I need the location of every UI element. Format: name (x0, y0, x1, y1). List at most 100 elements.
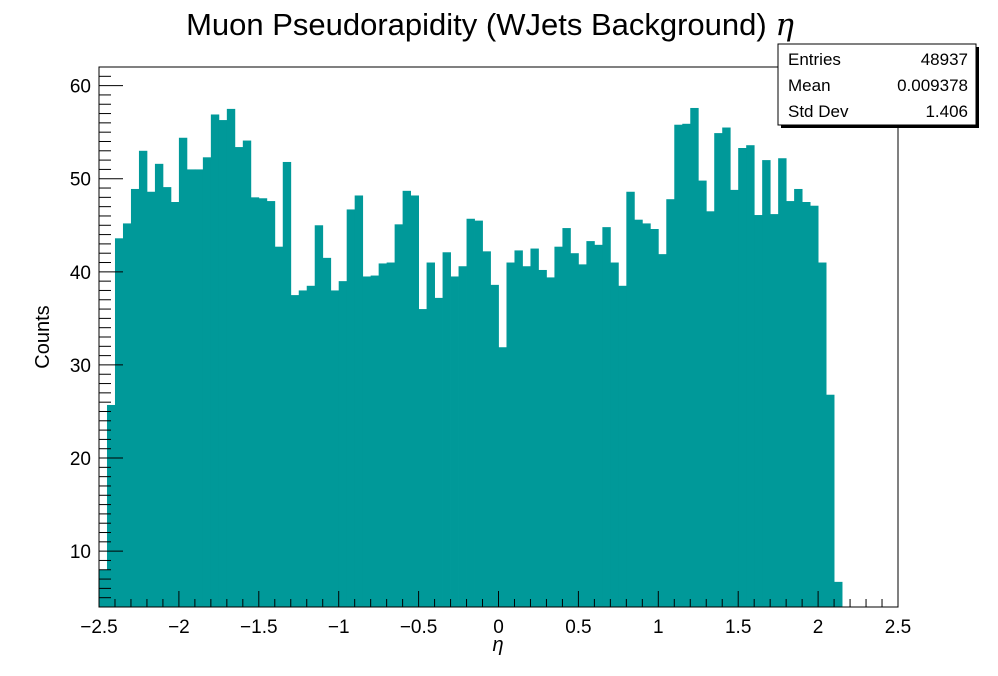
histogram-bar (770, 214, 779, 607)
histogram-bar (426, 262, 435, 607)
histogram-bar (226, 108, 236, 608)
x-tick-label: 0 (493, 617, 504, 638)
histogram-bar (346, 209, 356, 607)
stats-value: 1.406 (925, 102, 968, 121)
histogram-bar (458, 266, 467, 607)
histogram-bar (290, 295, 300, 607)
histogram-bar (138, 150, 148, 608)
histogram-bar (354, 195, 364, 607)
stats-label: Mean (788, 76, 831, 95)
histogram-bar (442, 252, 451, 607)
histogram-bar (394, 224, 404, 607)
stats-label: Std Dev (788, 102, 849, 121)
histogram-bar (314, 225, 324, 607)
histogram-bar (178, 137, 188, 608)
histogram-bar (162, 187, 172, 607)
x-tick-label: 2 (813, 617, 824, 638)
histogram-bar (298, 290, 308, 607)
histogram-bar (514, 250, 523, 607)
histogram-bar (474, 220, 483, 607)
histogram-bar (554, 246, 563, 608)
x-tick-label: 1 (653, 617, 664, 638)
stats-box: Entries 48937 Mean 0.009378 Std Dev 1.406 (777, 43, 979, 128)
histogram-bar (378, 263, 388, 607)
histogram-bar (626, 191, 635, 608)
histogram-bar (466, 218, 475, 608)
histogram-bar (834, 581, 843, 607)
histogram-bar (186, 169, 196, 607)
histogram-bar (266, 201, 276, 607)
histogram-bar (674, 124, 683, 608)
histogram-bar (618, 285, 627, 607)
histogram-bar (690, 107, 699, 607)
histogram-bar (666, 199, 675, 607)
x-tick-label: −1.5 (240, 617, 278, 638)
histogram-bar (602, 227, 611, 607)
stats-label: Entries (788, 50, 841, 69)
histogram-bar (530, 248, 539, 607)
histogram-bar (122, 223, 132, 607)
histogram-bar (682, 123, 691, 608)
histogram-bar (114, 238, 124, 607)
y-tick-label: 60 (70, 77, 91, 98)
histogram-bar (450, 276, 459, 607)
x-tick-label: −0.5 (400, 617, 438, 638)
x-tick-label: −2 (168, 617, 190, 638)
histogram-bar (762, 160, 771, 607)
stats-value: 48937 (921, 50, 968, 69)
stats-value: 0.009378 (897, 76, 968, 95)
histogram-bar (538, 269, 547, 607)
histogram-bar (738, 148, 747, 607)
histogram-bar (818, 262, 827, 607)
y-tick-label: 20 (70, 449, 91, 470)
histogram-bar (714, 133, 723, 607)
histogram-bar (562, 228, 571, 607)
x-tick-label: −1 (328, 617, 350, 638)
histogram-bar (482, 251, 491, 607)
histogram-bar (154, 163, 164, 608)
x-axis-title: η (492, 634, 503, 656)
histogram-bar (370, 275, 380, 607)
histogram-bar (338, 281, 348, 607)
histogram-bar (322, 257, 332, 607)
x-tick-label: −2.5 (80, 617, 118, 638)
histogram-bar (234, 147, 244, 607)
histogram-bar (578, 264, 587, 607)
histogram-bar (402, 190, 412, 608)
histogram-bar (274, 246, 284, 608)
histogram-bar (650, 229, 659, 607)
y-tick-label: 30 (70, 356, 91, 377)
title-eta-symbol: η (775, 7, 794, 43)
histogram-bars (99, 107, 843, 608)
histogram-bar (802, 202, 811, 607)
histogram-bar (146, 191, 156, 608)
histogram-bar (386, 262, 396, 607)
histogram-bar (194, 169, 204, 607)
histogram-bar (610, 262, 619, 607)
histogram-bar (242, 140, 252, 607)
histogram-bar (362, 276, 372, 607)
histogram-bar (498, 347, 507, 607)
histogram-bar (258, 198, 268, 607)
histogram-bar (522, 266, 531, 607)
x-tick-label: 0.5 (565, 617, 591, 638)
histogram-bar (778, 158, 787, 607)
histogram-bar (586, 241, 595, 607)
chart-title: Muon Pseudorapidity (WJets Background) η (186, 7, 794, 43)
histogram-bar (490, 284, 499, 607)
x-tick-label: 1.5 (725, 617, 751, 638)
histogram-bar (282, 161, 292, 607)
histogram-bar (250, 197, 260, 607)
y-tick-label: 50 (70, 170, 91, 191)
histogram-bar (210, 114, 220, 607)
histogram-bar (202, 157, 212, 607)
histogram-bar (698, 180, 707, 607)
histogram-bar (506, 262, 515, 607)
histogram-bar (106, 404, 116, 607)
y-tick-label: 10 (70, 542, 91, 563)
histogram-bar (570, 253, 579, 607)
histogram-bar (722, 127, 731, 607)
histogram-bar (754, 215, 763, 607)
histogram-bar (418, 309, 427, 607)
